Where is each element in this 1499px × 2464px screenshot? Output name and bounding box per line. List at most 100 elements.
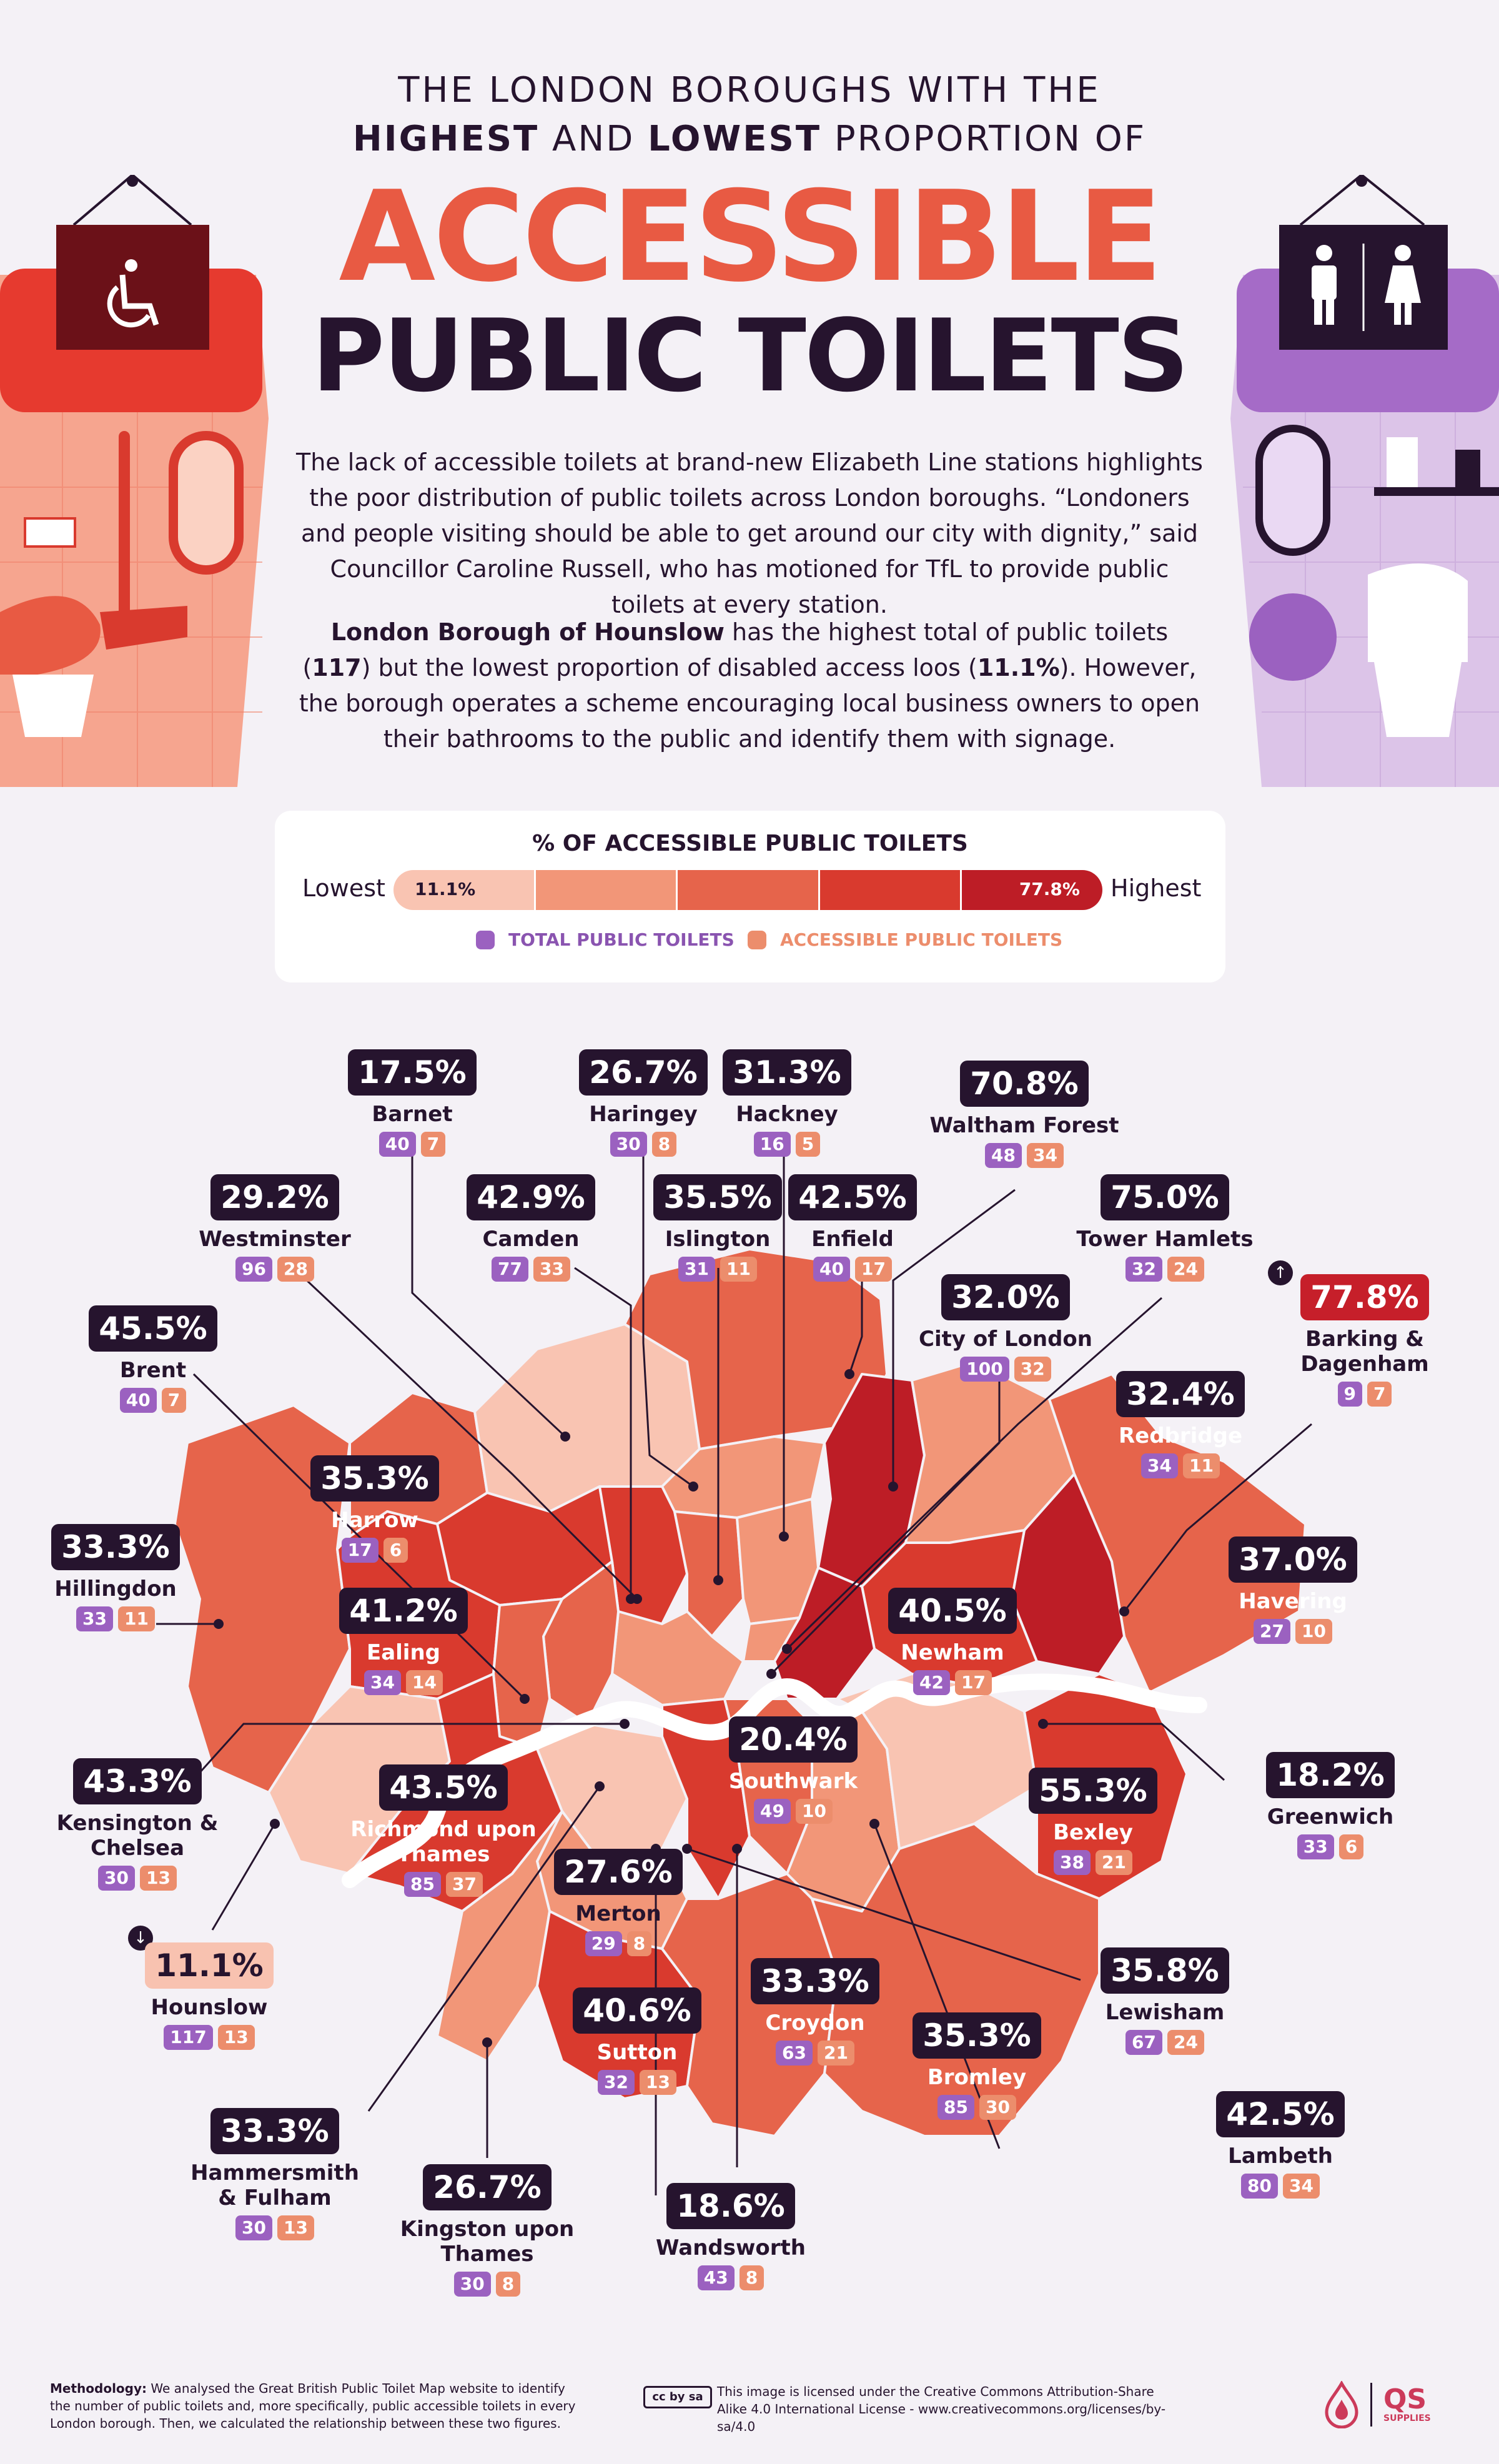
callout-newham: 40.5% Newham 42 17	[859, 1588, 1046, 1695]
haringey-name: Haringey	[589, 1102, 698, 1127]
region-city	[742, 1616, 801, 1663]
lewisham-percentage: 35.8%	[1101, 1947, 1229, 1994]
scale-step-3	[678, 870, 820, 910]
city-of-london-accessible: 32	[1014, 1357, 1051, 1382]
southwark-accessible: 10	[796, 1799, 833, 1824]
legend-key-accessible-label: ACCESSIBLE PUBLIC TOILETS	[780, 929, 1063, 950]
qs-supplies-logo: QS SUPPLIES	[1324, 2381, 1431, 2428]
scale-step-2	[535, 870, 678, 910]
croydon-percentage: 33.3%	[751, 1958, 879, 2004]
title-accessible: ACCESSIBLE	[339, 164, 1163, 310]
region-enfield	[623, 1248, 888, 1450]
ealing-total: 34	[364, 1670, 401, 1695]
haringey-percentage: 26.7%	[579, 1049, 708, 1096]
havering-total: 27	[1254, 1619, 1290, 1644]
kingston-name: Kingston upon Thames	[400, 2217, 575, 2267]
hammersmith-fulham-percentage: 33.3%	[210, 2108, 339, 2154]
gender-toilet-illustration	[1230, 175, 1499, 787]
sutton-percentage: 40.6%	[573, 1987, 701, 2034]
callout-southwark: 20.4% Southwark 49 10	[700, 1716, 887, 1824]
callout-havering: 37.0% Havering 27 10	[1199, 1536, 1387, 1644]
wheelchair-sign	[56, 225, 209, 350]
legend-highest-label: Highest	[1111, 874, 1202, 902]
callout-hackney: 31.3% Hackney 16 5	[693, 1049, 881, 1157]
legend-key-total-label: TOTAL PUBLIC TOILETS	[508, 929, 735, 950]
bromley-percentage: 35.3%	[913, 2012, 1041, 2059]
greenwich-name: Greenwich	[1267, 1804, 1394, 1829]
intro-paragraph-1: The lack of accessible toilets at brand-…	[296, 448, 1203, 618]
ealing-percentage: 41.2%	[339, 1588, 468, 1634]
sutton-accessible: 13	[640, 2070, 676, 2095]
intro-text-b: ) but the lowest proportion of disabled …	[361, 654, 977, 681]
tower-hamlets-accessible: 24	[1167, 1257, 1204, 1282]
callout-richmond: 43.5% Richmond upon Thames 85 37	[325, 1764, 562, 1897]
barnet-total: 40	[378, 1132, 416, 1157]
lambeth-total: 80	[1241, 2174, 1278, 2199]
barking-dagenham-percentage: 77.8%	[1300, 1274, 1429, 1320]
southwark-percentage: 20.4%	[729, 1716, 858, 1763]
bromley-accessible: 30	[979, 2095, 1016, 2120]
sutton-total: 32	[598, 2070, 635, 2095]
callout-waltham-forest: 70.8% Waltham Forest 48 34	[899, 1061, 1149, 1168]
islington-name: Islington	[665, 1227, 771, 1252]
bexley-total: 38	[1054, 1850, 1091, 1875]
sutton-name: Sutton	[596, 2040, 678, 2065]
harrow-percentage: 35.3%	[310, 1455, 439, 1502]
lambeth-name: Lambeth	[1228, 2144, 1333, 2169]
callout-hammersmith-fulham: 33.3% Hammersmith & Fulham 30 13	[181, 2108, 369, 2240]
havering-name: Havering	[1239, 1589, 1347, 1614]
callout-haringey: 26.7% Haringey 30 8	[550, 1049, 737, 1157]
newham-total: 42	[913, 1670, 950, 1695]
barnet-name: Barnet	[372, 1102, 453, 1127]
title-public-toilets: PUBLIC TOILETS	[311, 297, 1189, 414]
title-line-1: THE LONDON BOROUGHS WITH THE	[398, 70, 1101, 111]
haringey-accessible: 8	[651, 1132, 677, 1157]
bexley-accessible: 21	[1096, 1850, 1132, 1875]
kingston-accessible: 8	[495, 2272, 521, 2297]
intro-text-c: ). However, the borough operates a schem…	[299, 654, 1200, 753]
legend-key-total: TOTAL PUBLIC TOILETS	[476, 929, 735, 950]
callout-barnet: 17.5% Barnet 40 7	[319, 1049, 506, 1157]
harrow-name: Harrow	[331, 1508, 418, 1533]
camden-percentage: 42.9%	[467, 1174, 595, 1220]
waltham-forest-percentage: 70.8%	[960, 1061, 1089, 1107]
scale-step-5: 77.8%	[962, 870, 1102, 910]
methodology-label: Methodology:	[50, 2381, 147, 2396]
camden-total: 77	[492, 1257, 528, 1282]
brent-total: 40	[119, 1388, 157, 1413]
callout-kingston: 26.7% Kingston upon Thames 30 8	[393, 2164, 581, 2297]
hackney-name: Hackney	[736, 1102, 838, 1127]
kingston-total: 30	[453, 2272, 491, 2297]
southwark-total: 49	[754, 1799, 791, 1824]
havering-accessible: 10	[1295, 1619, 1332, 1644]
water-drop-icon	[1325, 2381, 1358, 2428]
croydon-total: 63	[776, 2041, 813, 2066]
hackney-total: 16	[753, 1132, 791, 1157]
bexley-percentage: 55.3%	[1029, 1768, 1157, 1814]
city-of-london-percentage: 32.0%	[941, 1274, 1070, 1320]
bromley-total: 85	[937, 2095, 974, 2120]
hillingdon-accessible: 11	[118, 1606, 155, 1631]
callout-camden: 42.9% Camden 77 33	[437, 1174, 625, 1282]
methodology-note: Methodology: We analysed the Great Briti…	[50, 2380, 587, 2432]
callout-greenwich: 18.2% Greenwich 33 6	[1237, 1752, 1424, 1859]
intro-text-a: has the highest total of public toilets …	[302, 618, 1169, 681]
enfield-total: 40	[813, 1257, 850, 1282]
callout-ealing: 41.2% Ealing 34 14	[310, 1588, 497, 1695]
enfield-percentage: 42.5%	[788, 1174, 917, 1220]
richmond-percentage: 43.5%	[379, 1764, 508, 1811]
merton-name: Merton	[575, 1901, 661, 1926]
harrow-total: 17	[341, 1538, 378, 1563]
bromley-name: Bromley	[927, 2065, 1027, 2090]
legend-color-scale: 11.1% 77.8%	[393, 870, 1102, 910]
hammersmith-fulham-total: 30	[235, 2215, 272, 2240]
redbridge-total: 34	[1141, 1453, 1178, 1478]
legend-lowest-label: Lowest	[302, 874, 385, 902]
callout-hounslow: 11.1% Hounslow 117 13	[119, 1942, 300, 2050]
title-line-2: HIGHEST AND LOWEST PROPORTION OF	[0, 119, 1499, 159]
westminster-accessible: 28	[277, 1257, 314, 1282]
callout-hillingdon: 33.3% Hillingdon 33 11	[31, 1524, 200, 1631]
legend-key-accessible: ACCESSIBLE PUBLIC TOILETS	[748, 929, 1062, 950]
scale-min-label: 11.1%	[415, 879, 476, 899]
